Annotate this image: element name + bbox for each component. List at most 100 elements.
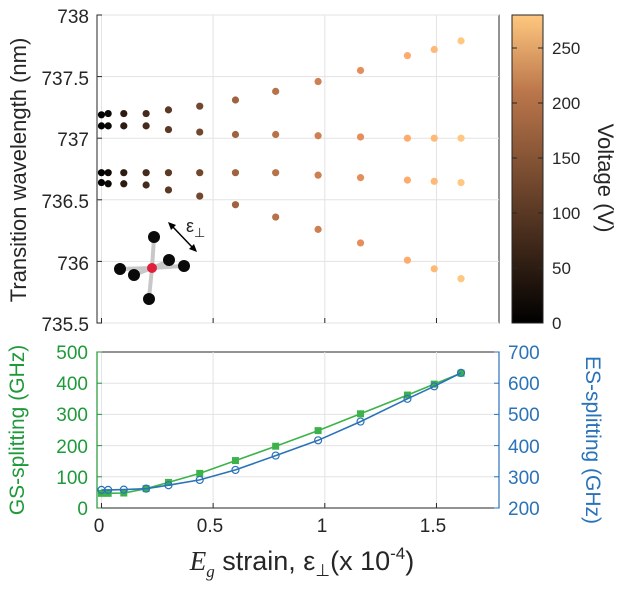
data-point bbox=[403, 52, 412, 60]
es-marker bbox=[456, 368, 466, 378]
top-y-ticks: 735.5 736 736.5 737 737.5 738 bbox=[41, 7, 89, 336]
colorbar-tick-label: 200 bbox=[552, 94, 580, 113]
data-point bbox=[104, 180, 112, 188]
gs-marker bbox=[430, 380, 438, 388]
data-point bbox=[231, 96, 240, 104]
gs-marker bbox=[272, 442, 280, 450]
top-y-tick-label: 737 bbox=[57, 130, 89, 151]
strain-label: ε⊥ bbox=[186, 216, 205, 240]
molecule-atom bbox=[114, 263, 126, 275]
data-point bbox=[314, 171, 322, 179]
data-point bbox=[120, 109, 128, 118]
top-y-tick-label: 737.5 bbox=[41, 69, 89, 90]
es-marker bbox=[231, 465, 240, 475]
gs-tick-label: 400 bbox=[56, 374, 88, 395]
bottom-panel: 0 100 200 300 400 500 200 300 400 500 60… bbox=[6, 343, 604, 581]
es-marker bbox=[356, 417, 365, 426]
es-marker bbox=[195, 475, 204, 485]
es-tick-label: 700 bbox=[508, 343, 540, 364]
colorbar-tick-label: 250 bbox=[552, 39, 580, 58]
data-point bbox=[97, 169, 106, 177]
data-point bbox=[430, 134, 438, 142]
data-point bbox=[164, 186, 173, 194]
data-point bbox=[142, 122, 150, 130]
data-point bbox=[272, 87, 280, 95]
data-point bbox=[104, 122, 112, 130]
es-tick-label: 400 bbox=[508, 437, 540, 458]
gs-marker bbox=[196, 469, 204, 477]
x-tick-label: 1.5 bbox=[420, 516, 446, 537]
gs-tick-label: 100 bbox=[56, 468, 88, 489]
es-tick-label: 600 bbox=[508, 374, 540, 395]
data-point bbox=[356, 133, 365, 141]
data-point bbox=[97, 111, 106, 119]
top-y-tick-label: 736 bbox=[57, 254, 89, 275]
data-point bbox=[120, 169, 128, 177]
data-point bbox=[314, 225, 322, 233]
top-panel: 735.5 736 736.5 737 737.5 738 Transition… bbox=[6, 7, 500, 336]
es-tick-label: 300 bbox=[508, 468, 540, 489]
data-point bbox=[104, 169, 112, 177]
x-tick-label: 0 bbox=[94, 516, 105, 537]
x-tick-label: 1 bbox=[317, 516, 328, 537]
es-marker bbox=[403, 394, 412, 403]
data-point bbox=[272, 130, 280, 139]
gs-axis-label: GS-splitting (GHz) bbox=[6, 345, 29, 515]
es-marker bbox=[104, 485, 113, 495]
data-point bbox=[403, 134, 412, 142]
strain-arrowhead bbox=[168, 222, 176, 230]
gs-marker bbox=[314, 427, 322, 435]
strain-arrowhead bbox=[189, 244, 197, 252]
data-point bbox=[142, 181, 150, 189]
data-point bbox=[356, 174, 365, 182]
data-point bbox=[314, 77, 322, 86]
inset-molecule: ε⊥ bbox=[114, 216, 205, 305]
data-point bbox=[120, 180, 128, 188]
data-point bbox=[356, 66, 365, 75]
molecule-atom bbox=[178, 260, 190, 272]
colorbar-tick-label: 50 bbox=[552, 259, 571, 278]
es-marker bbox=[271, 451, 280, 460]
data-point bbox=[104, 109, 112, 118]
data-point bbox=[142, 109, 150, 118]
data-point bbox=[457, 275, 465, 283]
es-tick-label: 500 bbox=[508, 405, 540, 426]
colorbar-tick-label: 150 bbox=[552, 149, 580, 168]
series-line bbox=[101, 372, 462, 491]
data-point bbox=[430, 265, 438, 273]
data-point bbox=[196, 192, 204, 200]
es-marker bbox=[142, 484, 151, 493]
data-point bbox=[196, 102, 204, 110]
gs-marker bbox=[164, 478, 172, 486]
top-y-tick-label: 738 bbox=[57, 7, 89, 28]
es-marker bbox=[314, 436, 323, 445]
data-point bbox=[196, 169, 204, 177]
molecule-atom bbox=[128, 269, 140, 281]
data-point bbox=[272, 213, 280, 221]
top-y-tick-label: 735.5 bbox=[41, 315, 89, 336]
molecule-center-atom bbox=[147, 263, 157, 273]
data-point bbox=[164, 106, 173, 114]
data-point bbox=[97, 178, 106, 187]
top-plot-frame bbox=[96, 14, 500, 324]
molecule-atom bbox=[163, 254, 175, 266]
gs-marker bbox=[231, 457, 239, 465]
colorbar-tick-label: 100 bbox=[552, 204, 580, 223]
data-point bbox=[196, 128, 204, 136]
data-point bbox=[142, 169, 150, 177]
data-point bbox=[457, 178, 465, 187]
es-tick-label: 200 bbox=[508, 499, 540, 520]
data-point bbox=[272, 169, 280, 177]
data-point bbox=[430, 45, 438, 54]
data-point bbox=[120, 122, 128, 130]
molecule-atom bbox=[148, 231, 160, 243]
gs-tick-label: 200 bbox=[56, 437, 88, 458]
top-y-axis-label: Transition wavelength (nm) bbox=[6, 38, 31, 303]
data-point bbox=[164, 125, 173, 134]
gs-marker bbox=[357, 410, 365, 418]
data-point bbox=[457, 37, 465, 45]
bottom-series bbox=[97, 368, 466, 497]
top-data-points bbox=[97, 37, 465, 283]
data-point bbox=[403, 256, 412, 264]
